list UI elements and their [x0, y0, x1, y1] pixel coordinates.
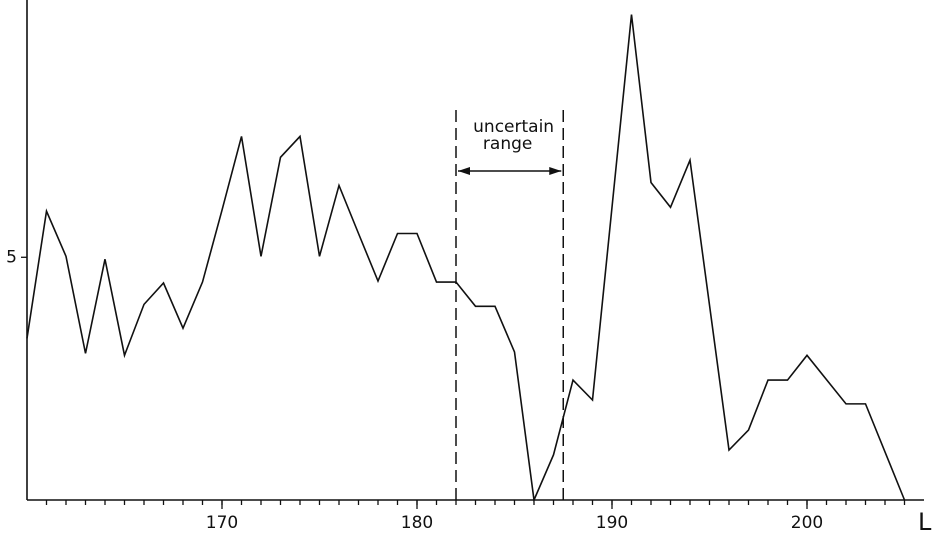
x-tick-label: 170 — [206, 513, 238, 533]
y-tick-label: 5 — [6, 247, 17, 267]
annotation-text: range — [483, 134, 532, 154]
x-tick-label: 180 — [401, 513, 433, 533]
arrow-head — [549, 167, 562, 175]
arrow-head — [458, 167, 470, 175]
x-tick-label: 190 — [596, 513, 628, 533]
data-line — [26, 14, 906, 503]
x-axis-label: L — [918, 508, 932, 536]
annotation-text: uncertain — [473, 117, 554, 137]
x-tick-label: 200 — [791, 513, 823, 533]
